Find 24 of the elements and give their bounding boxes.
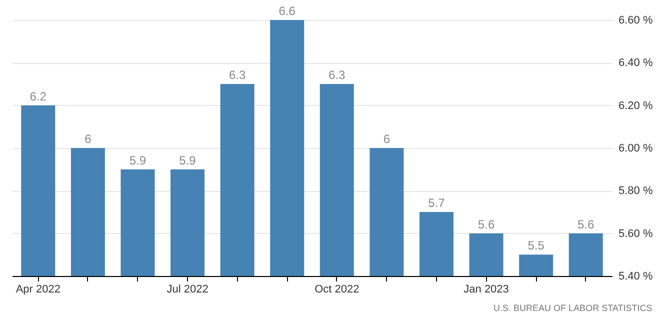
x-tick-label: Jan 2023 bbox=[464, 284, 509, 296]
data-label: 5.5 bbox=[528, 238, 545, 253]
y-tick-label: 6.40 % bbox=[618, 57, 653, 70]
data-label: 5.7 bbox=[428, 196, 446, 210]
x-tick-label: Oct 2022 bbox=[314, 284, 360, 296]
y-tick-label: 6.00 % bbox=[618, 142, 653, 154]
y-tick-label: 5.60 % bbox=[618, 228, 653, 240]
data-label: 6 bbox=[84, 132, 92, 146]
data-label: 6.3 bbox=[228, 68, 246, 82]
data-label: 5.6 bbox=[578, 217, 595, 232]
x-tick-label: Jul 2022 bbox=[166, 284, 208, 296]
data-label: 5.6 bbox=[478, 217, 495, 232]
y-tick-label: 5.80 % bbox=[618, 185, 653, 198]
data-label: 6.3 bbox=[328, 68, 346, 82]
x-tick-label: Apr 2022 bbox=[16, 284, 60, 296]
y-tick-label: 6.60 % bbox=[618, 14, 653, 26]
text: U.S. BUREAU OF LABOR STATISTICS bbox=[494, 303, 652, 313]
data-label: 5.9 bbox=[179, 153, 196, 168]
data-label: 6 bbox=[383, 132, 390, 146]
y-tick-label: 5.40 % bbox=[618, 270, 653, 282]
data-label: 5.9 bbox=[129, 153, 146, 168]
data-label: 6.6 bbox=[278, 4, 296, 18]
y-tick-label: 6.20 % bbox=[618, 100, 653, 112]
data-label: 6.2 bbox=[30, 89, 47, 104]
